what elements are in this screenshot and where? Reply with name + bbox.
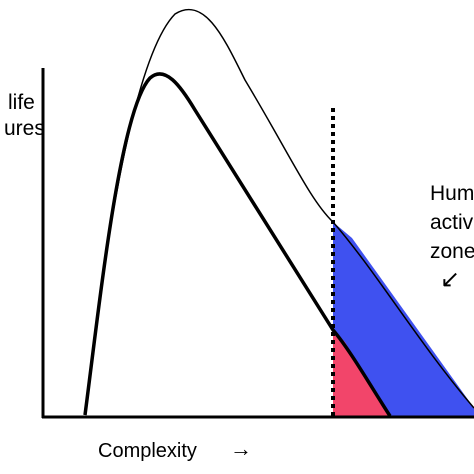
y-axis-label-line-1: life [8, 91, 35, 114]
down-left-arrow-icon: ↙ [440, 266, 461, 293]
right-arrow-icon: → [230, 436, 252, 461]
x-axis-label: Complexity [98, 440, 197, 462]
zone-label-line-1: Hum [430, 182, 474, 205]
zone-label-line-2: activ [430, 211, 474, 234]
y-axis-label-line-2: ures [4, 117, 45, 140]
blue-shaded-region [333, 222, 474, 416]
lower-curve [83, 72, 392, 417]
zone-label-line-3: zone [430, 240, 474, 263]
